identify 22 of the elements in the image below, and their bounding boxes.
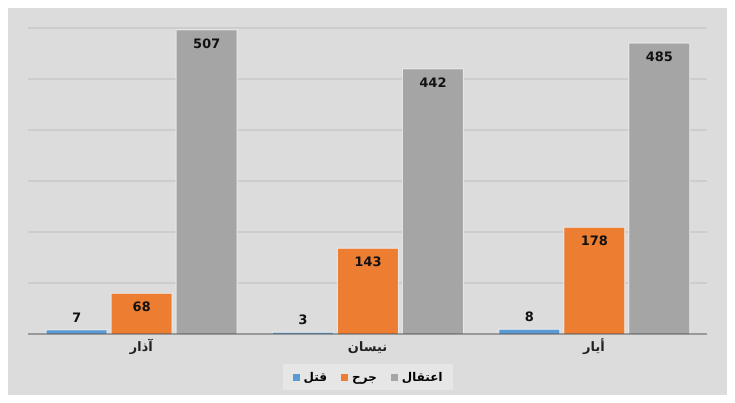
legend-label: قتل (304, 370, 327, 384)
bar (402, 68, 464, 334)
data-label: 7 (72, 310, 82, 326)
x-tick-label: أيار (582, 338, 605, 356)
x-tick-label: آذار (128, 338, 154, 356)
data-label: 507 (193, 36, 220, 52)
data-label: 68 (132, 300, 151, 316)
x-tick-label: نيسان (348, 340, 388, 356)
bar (336, 248, 399, 334)
bar (628, 42, 690, 334)
bar (110, 292, 173, 334)
legend-label: اعتقال (402, 370, 442, 384)
data-label: 485 (646, 50, 673, 65)
bar (563, 226, 626, 334)
data-label: 143 (354, 255, 382, 270)
data-label: 8 (524, 310, 534, 326)
data-label: 442 (419, 76, 447, 91)
data-label: 3 (298, 313, 308, 328)
data-label: 178 (580, 234, 608, 250)
bar (176, 29, 238, 334)
legend-label: جرح (352, 370, 377, 384)
bar (498, 328, 560, 334)
